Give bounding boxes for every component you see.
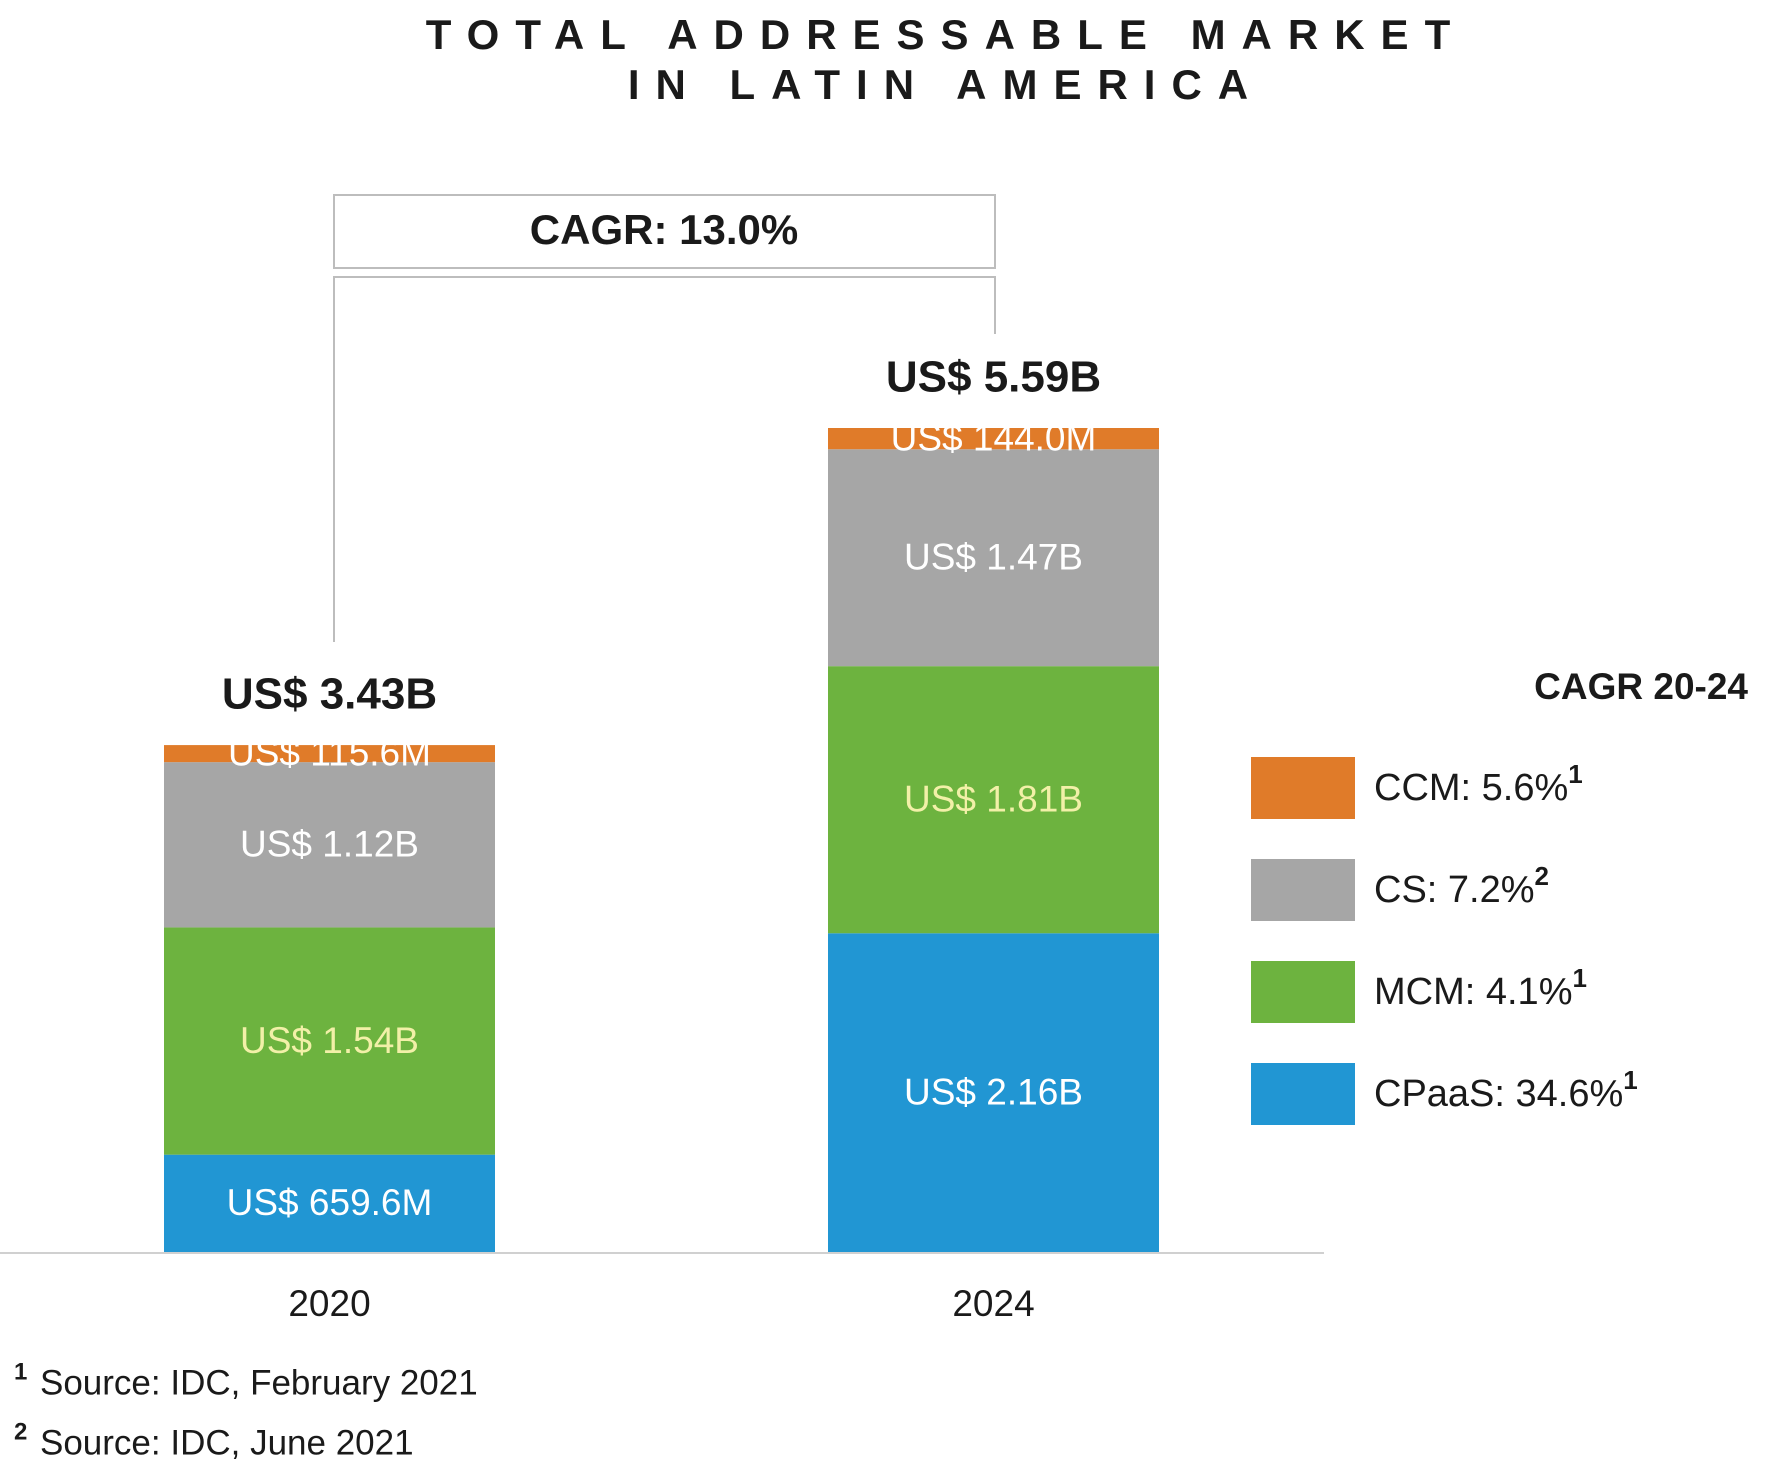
- legend-name: MCM: 4.1%: [1374, 971, 1572, 1013]
- value-label: US$ 144.0M: [891, 417, 1097, 458]
- chart-title: TOTAL ADDRESSABLE MARKET: [426, 11, 1466, 58]
- bracket: [333, 276, 996, 642]
- legend-name: CS: 7.2%: [1374, 869, 1535, 911]
- legend-name: CPaaS: 34.6%: [1374, 1073, 1623, 1115]
- legend-note: 1: [1623, 1065, 1637, 1095]
- bar-segment: [164, 745, 495, 763]
- legend-swatch: [1251, 1063, 1355, 1125]
- total-label: US$ 3.43B: [222, 670, 437, 719]
- legend-label: CS: 7.2%2: [1374, 861, 1549, 911]
- bar-segment: [828, 428, 1159, 450]
- legend-label: MCM: 4.1%1: [1374, 963, 1587, 1013]
- bar-segment: [164, 762, 495, 928]
- chart-title: IN LATIN AMERICA: [628, 61, 1264, 108]
- legend-note: 1: [1568, 759, 1582, 789]
- value-label: US$ 1.47B: [904, 536, 1083, 577]
- legend-label: CCM: 5.6%1: [1374, 759, 1583, 809]
- bar-segment: [164, 1154, 495, 1252]
- legend-label: CPaaS: 34.6%1: [1374, 1065, 1638, 1115]
- value-label: US$ 1.12B: [240, 824, 419, 865]
- annotation: CAGR: 13.0%: [530, 206, 798, 253]
- bar-segment: [828, 666, 1159, 934]
- footnote-mark: 1: [14, 1358, 27, 1385]
- legend-title: CAGR 20-24: [1534, 666, 1748, 707]
- value-label: US$ 1.81B: [904, 778, 1083, 819]
- footnote: Source: IDC, February 2021: [40, 1363, 478, 1402]
- value-label: US$ 115.6M: [228, 732, 431, 773]
- legend-swatch: [1251, 961, 1355, 1023]
- annotation-box: [333, 194, 996, 269]
- legend-name: CCM: 5.6%: [1374, 767, 1568, 809]
- footnote-mark: 2: [14, 1418, 27, 1445]
- x-tick-label: 2020: [288, 1283, 370, 1324]
- value-label: US$ 659.6M: [227, 1182, 433, 1223]
- legend-swatch: [1251, 859, 1355, 921]
- legend-swatch: [1251, 757, 1355, 819]
- x-tick-label: 2024: [952, 1283, 1034, 1324]
- footnote: Source: IDC, June 2021: [40, 1423, 414, 1462]
- value-label: US$ 1.54B: [240, 1020, 419, 1061]
- legend-note: 2: [1535, 861, 1549, 891]
- value-label: US$ 2.16B: [904, 1071, 1083, 1112]
- bar-segment: [164, 927, 495, 1155]
- bar-segment: [828, 933, 1159, 1252]
- legend-note: 1: [1572, 963, 1586, 993]
- total-label: US$ 5.59B: [886, 353, 1101, 402]
- bar-segment: [828, 449, 1159, 667]
